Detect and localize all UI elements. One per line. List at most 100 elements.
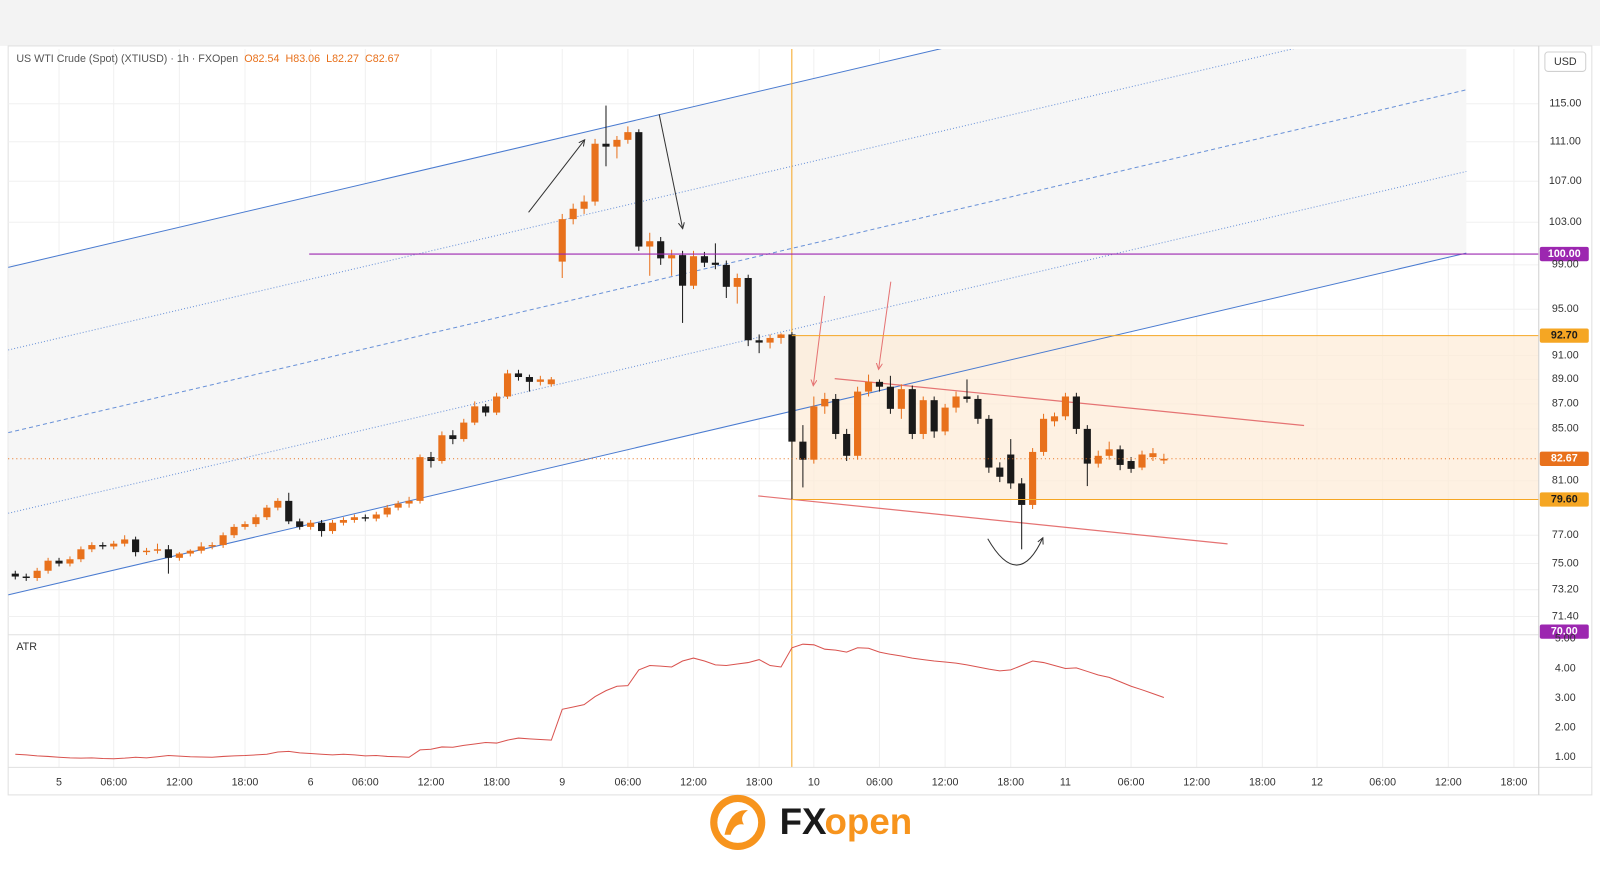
y-tick-label: 99.00 xyxy=(1552,259,1579,271)
x-tick-label: 18:00 xyxy=(746,776,773,788)
candle-body xyxy=(941,407,949,432)
candle-body xyxy=(394,503,402,508)
x-tick-label: 06:00 xyxy=(1118,776,1145,788)
x-tick-label: 18:00 xyxy=(232,776,259,788)
y-tick-label: 77.00 xyxy=(1552,529,1579,541)
candle-body xyxy=(493,396,501,413)
range-zone xyxy=(791,335,1539,500)
y-tick-label: 89.00 xyxy=(1552,373,1579,385)
candle-body xyxy=(66,559,74,564)
curved-arrow xyxy=(987,538,1043,566)
candle-body xyxy=(700,256,709,263)
level-label-box xyxy=(1539,328,1589,343)
x-tick-label: 18:00 xyxy=(1249,776,1276,788)
x-tick-label: 12:00 xyxy=(932,776,959,788)
x-tick-label: 06:00 xyxy=(866,776,893,788)
ohlc-close: C82.67 xyxy=(365,53,400,65)
candle-body xyxy=(952,396,960,408)
atr-tick-label: 5.00 xyxy=(1555,633,1576,645)
candle-body xyxy=(733,277,741,287)
candle-body xyxy=(657,241,665,259)
candle-body xyxy=(1105,449,1113,456)
y-tick-label: 115.00 xyxy=(1549,98,1581,110)
candle-body xyxy=(755,340,763,343)
ohlc-low: L82.27 xyxy=(326,53,359,65)
candle-body xyxy=(460,422,468,440)
level-label: 92.70 xyxy=(1551,329,1578,341)
candle-body xyxy=(383,507,391,515)
candle-body xyxy=(416,457,424,501)
ohlc-high: H83.06 xyxy=(286,53,321,65)
x-tick-label: 06:00 xyxy=(1369,776,1396,788)
candle-body xyxy=(930,400,938,432)
candle-body xyxy=(744,277,752,341)
channel-lower xyxy=(8,252,1467,596)
indicator-name: ATR xyxy=(16,641,37,653)
y-tick-label: 103.00 xyxy=(1549,216,1582,228)
x-tick-label: 12:00 xyxy=(1435,776,1462,788)
x-tick-label: 5 xyxy=(56,776,62,788)
x-tick-label: 10 xyxy=(808,776,820,788)
atr-tick-label: 2.00 xyxy=(1555,722,1576,734)
candle-body xyxy=(547,379,555,385)
x-tick-label: 11 xyxy=(1060,776,1071,788)
candle-body xyxy=(22,576,30,578)
level-label-box xyxy=(1539,624,1589,639)
x-tick-label: 12 xyxy=(1311,776,1323,788)
y-tick-label: 85.00 xyxy=(1552,423,1579,435)
y-tick-label: 111.00 xyxy=(1550,136,1581,148)
candle-body xyxy=(164,549,172,558)
levels: 100.00 92.70 82.67 79.60 70.00 xyxy=(8,246,1589,639)
x-tick-label: 18:00 xyxy=(1501,776,1528,788)
atr-tick-label: 4.00 xyxy=(1555,662,1576,674)
candle-body xyxy=(646,241,654,247)
candle-body xyxy=(821,398,829,407)
x-tick-label: 18:00 xyxy=(997,776,1024,788)
candle-body xyxy=(722,264,730,287)
currency-box xyxy=(1544,51,1587,72)
candle-body xyxy=(153,549,162,551)
candle-body xyxy=(1116,449,1124,465)
candle-body xyxy=(1029,451,1037,505)
atr-pane xyxy=(15,643,1165,760)
candle-body xyxy=(1050,416,1059,422)
candle-body xyxy=(996,467,1004,477)
level-label: 70.00 xyxy=(1551,625,1578,637)
candle-body xyxy=(919,400,927,434)
candle-body xyxy=(810,406,818,460)
candle-body xyxy=(350,517,358,520)
candle-body xyxy=(832,398,840,434)
y-tick-label: 73.20 xyxy=(1552,584,1579,596)
y-tick-label: 71.40 xyxy=(1552,610,1579,622)
y-tick-label: 87.00 xyxy=(1552,398,1579,410)
level-label-box xyxy=(1539,451,1589,466)
currency: USD xyxy=(1554,56,1577,68)
logo-emblem-mark xyxy=(724,810,748,835)
arrow xyxy=(879,281,892,370)
candle-body xyxy=(678,255,687,286)
candle-body xyxy=(88,545,96,550)
candle-body xyxy=(438,435,446,462)
level-label-box xyxy=(1539,246,1589,262)
candle-body xyxy=(1127,461,1135,469)
candle-body xyxy=(908,389,916,434)
candle-body xyxy=(230,526,238,536)
candle-body xyxy=(875,381,884,387)
y-tick-label: 81.00 xyxy=(1552,475,1579,487)
trend-line xyxy=(834,377,1305,427)
candle-body xyxy=(963,396,971,399)
candle-body xyxy=(974,398,982,419)
x-tick-label: 9 xyxy=(559,776,565,788)
candle-body xyxy=(514,373,523,378)
candle-body xyxy=(689,256,698,286)
candle-body xyxy=(1138,454,1146,468)
candle-body xyxy=(121,539,129,544)
candle-body xyxy=(580,201,588,209)
candle-body xyxy=(219,535,227,546)
candle-body xyxy=(843,433,851,456)
candle-body xyxy=(328,522,337,532)
candle-body xyxy=(1149,453,1157,458)
candle-body xyxy=(285,500,293,522)
